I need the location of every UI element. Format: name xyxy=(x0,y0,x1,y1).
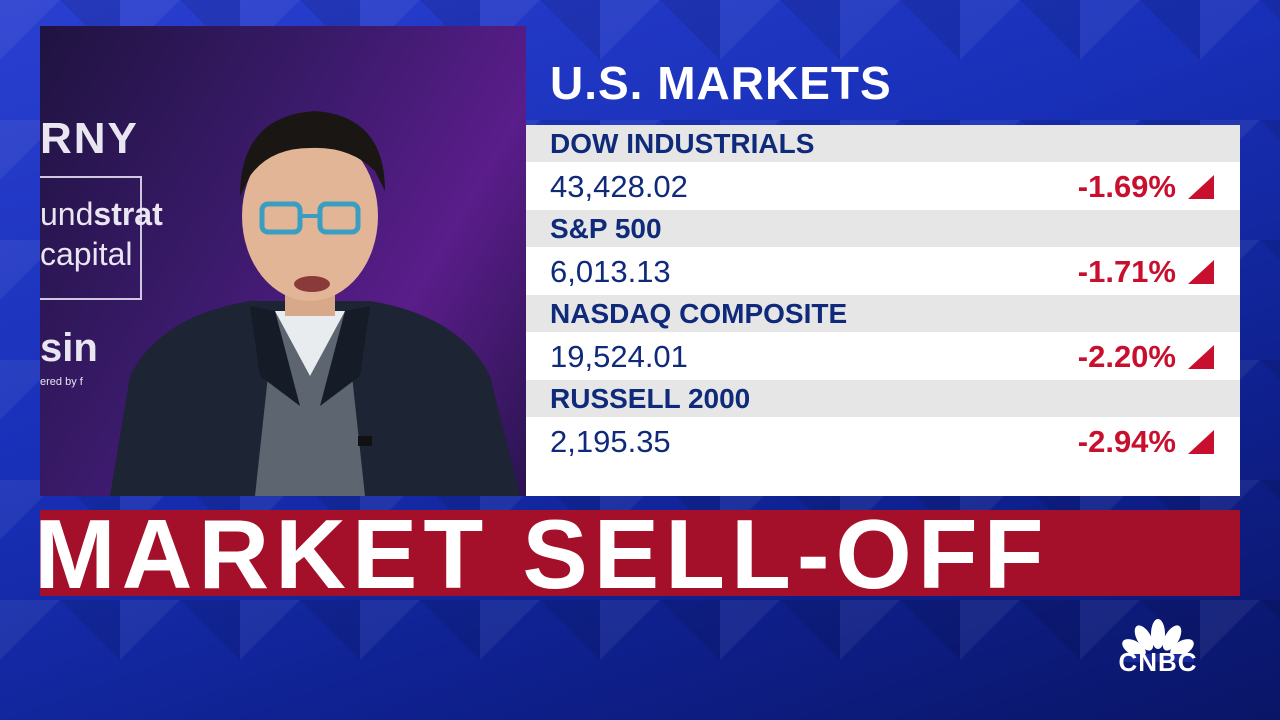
backdrop-brand-line2: capital xyxy=(40,236,133,272)
headline-banner: MARKET SELL-OFF xyxy=(40,510,1240,596)
index-change: -2.20% xyxy=(1077,339,1176,374)
market-row: RUSSELL 2000 2,195.35 -2.94% xyxy=(526,380,1240,465)
down-triangle-icon xyxy=(1188,345,1214,369)
network-logo-text: CNBC xyxy=(1118,647,1198,677)
backdrop-brand-frame xyxy=(40,176,142,300)
backdrop-brand-line1: undstrat xyxy=(40,196,163,232)
index-value: 19,524.01 xyxy=(550,339,688,374)
peacock-icon xyxy=(1122,619,1194,662)
markets-title: U.S. MARKETS xyxy=(550,57,892,109)
index-change: -2.94% xyxy=(1077,424,1176,459)
index-name: RUSSELL 2000 xyxy=(526,380,1240,417)
guest-video-feed: RNY undstrat capital sin ered by f xyxy=(40,26,526,496)
backdrop-brand-sin: sin xyxy=(40,326,98,370)
backdrop-brand-top: RNY xyxy=(40,114,139,163)
index-name: NASDAQ COMPOSITE xyxy=(526,295,1240,332)
down-triangle-icon xyxy=(1188,175,1214,199)
headline-text: MARKET SELL-OFF xyxy=(40,510,1050,596)
index-value: 2,195.35 xyxy=(550,424,671,459)
index-value: 6,013.13 xyxy=(550,254,671,289)
market-row: DOW INDUSTRIALS 43,428.02 -1.69% xyxy=(526,125,1240,210)
index-change: -1.71% xyxy=(1077,254,1176,289)
index-change: -1.69% xyxy=(1077,169,1176,204)
market-row: S&P 500 6,013.13 -1.71% xyxy=(526,210,1240,295)
down-triangle-icon xyxy=(1188,260,1214,284)
markets-panel: DOW INDUSTRIALS 43,428.02 -1.69% S&P 500… xyxy=(526,125,1240,496)
index-value: 43,428.02 xyxy=(550,169,688,204)
index-name: DOW INDUSTRIALS xyxy=(526,125,1240,162)
presenter-image xyxy=(110,111,520,496)
backdrop-brand-powered: ered by f xyxy=(40,376,83,388)
down-triangle-icon xyxy=(1188,430,1214,454)
market-row: NASDAQ COMPOSITE 19,524.01 -2.20% xyxy=(526,295,1240,380)
index-name: S&P 500 xyxy=(526,210,1240,247)
